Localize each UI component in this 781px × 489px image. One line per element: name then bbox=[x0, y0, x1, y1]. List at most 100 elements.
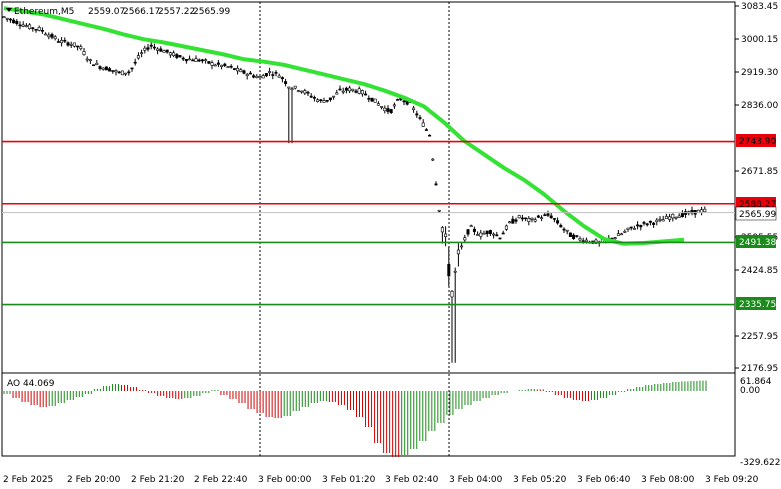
candle-body bbox=[98, 66, 102, 69]
level-tags: 2743.90 2588.27 2565.99 2491.38 2335.75 bbox=[735, 134, 777, 310]
time-tick: 2 Feb 21:20 bbox=[131, 475, 185, 485]
candle-body bbox=[2, 16, 6, 18]
time-tick: 3 Feb 05:20 bbox=[513, 475, 567, 485]
candle-body bbox=[220, 64, 224, 67]
candle-body bbox=[492, 233, 496, 236]
candle-body bbox=[453, 270, 457, 273]
candle-body bbox=[34, 28, 38, 31]
candle-body bbox=[437, 209, 441, 212]
candle-body bbox=[37, 27, 41, 31]
candle-body bbox=[5, 17, 9, 20]
candle-body bbox=[108, 68, 112, 72]
candle-body bbox=[181, 57, 185, 60]
candle-body bbox=[341, 90, 345, 93]
candle-body bbox=[242, 70, 246, 74]
candle-body bbox=[69, 44, 73, 46]
candle-body bbox=[168, 52, 172, 56]
candle-body bbox=[309, 95, 313, 98]
candle-body bbox=[344, 87, 348, 91]
candle-body bbox=[434, 183, 438, 186]
chart-frame bbox=[1, 1, 736, 457]
candle-body bbox=[277, 75, 281, 78]
candle-body bbox=[517, 215, 521, 219]
ohlc-high: 2566.17 bbox=[123, 7, 160, 17]
candle-body bbox=[456, 249, 460, 255]
candle-body bbox=[236, 67, 240, 72]
candle-body bbox=[325, 99, 329, 102]
candle-body bbox=[264, 73, 268, 77]
current-price-tag-bg bbox=[735, 206, 777, 221]
candle-body bbox=[223, 63, 227, 67]
candle-body bbox=[63, 39, 67, 42]
candle-body bbox=[322, 100, 326, 103]
chart-header: Ethereum,M5 2559.07 2566.17 2557.22 2565… bbox=[6, 7, 230, 17]
time-tick: 3 Feb 02:40 bbox=[385, 475, 439, 485]
candle-body bbox=[556, 220, 560, 224]
level-tag-2588: 2588.27 bbox=[739, 200, 776, 210]
candle-body bbox=[44, 33, 48, 36]
candle-body bbox=[444, 233, 448, 237]
candle-body bbox=[296, 90, 300, 92]
candle-body bbox=[568, 232, 572, 238]
ao-tick: 0.00 bbox=[740, 386, 760, 396]
candle-body bbox=[24, 25, 28, 27]
candle-body bbox=[440, 227, 444, 233]
candle-body bbox=[312, 97, 316, 99]
candle-body bbox=[15, 20, 19, 25]
ohlc-close: 2565.99 bbox=[193, 7, 230, 17]
candle-body bbox=[520, 217, 524, 220]
candle-body bbox=[76, 45, 80, 48]
candle-body bbox=[101, 67, 105, 70]
candle-body bbox=[677, 215, 681, 218]
candle-body bbox=[578, 238, 582, 241]
collapse-arrow-icon[interactable] bbox=[6, 8, 12, 12]
candle-body bbox=[114, 70, 118, 73]
time-tick: 2 Feb 2025 bbox=[3, 475, 53, 485]
candle-body bbox=[332, 95, 336, 98]
candle-body bbox=[540, 217, 544, 219]
price-tick: 2836.00 bbox=[741, 101, 778, 111]
candle-body bbox=[668, 216, 672, 220]
candle-body bbox=[316, 99, 320, 102]
candle-body bbox=[469, 225, 473, 227]
candle-body bbox=[428, 134, 432, 137]
candle-body bbox=[111, 70, 115, 72]
candle-body bbox=[252, 75, 256, 78]
candle-body bbox=[280, 77, 284, 80]
candle-body bbox=[117, 71, 121, 74]
candle-body bbox=[472, 228, 476, 232]
candle-body bbox=[40, 29, 44, 32]
price-tick: 2176.95 bbox=[741, 364, 778, 374]
price-axis: 3083.45 3000.15 2919.30 2836.00 2671.85 … bbox=[735, 2, 778, 374]
candle-body bbox=[703, 208, 707, 213]
candle-body bbox=[543, 214, 547, 217]
ao-title: AO 44.069 bbox=[7, 379, 55, 389]
candle-body bbox=[354, 90, 358, 93]
price-tick: 3000.15 bbox=[741, 35, 778, 45]
candle-body bbox=[12, 19, 16, 24]
candle-body bbox=[210, 62, 214, 66]
candle-body bbox=[636, 224, 640, 227]
candle-body bbox=[79, 46, 83, 49]
current-price-tag: 2565.99 bbox=[739, 210, 776, 220]
candle-body bbox=[396, 99, 400, 101]
candle-body bbox=[383, 107, 387, 112]
candle-body bbox=[549, 215, 553, 219]
candle-body bbox=[338, 88, 342, 91]
candle-body bbox=[376, 103, 380, 106]
candle-body bbox=[124, 72, 128, 75]
candle-body bbox=[300, 90, 304, 93]
candle-body bbox=[50, 34, 54, 38]
candle-body bbox=[476, 234, 480, 236]
candle-body bbox=[293, 85, 297, 89]
ao-tick: 61.864 bbox=[740, 377, 772, 387]
candle-body bbox=[680, 212, 684, 218]
candle-body bbox=[389, 109, 393, 114]
candle-body bbox=[530, 217, 534, 220]
candle-body bbox=[85, 58, 89, 61]
ao-tick: -329.622 bbox=[740, 458, 780, 468]
candle-body bbox=[21, 24, 25, 27]
candle-body bbox=[357, 88, 361, 94]
candle-body bbox=[226, 66, 230, 68]
candle-body bbox=[328, 97, 332, 101]
